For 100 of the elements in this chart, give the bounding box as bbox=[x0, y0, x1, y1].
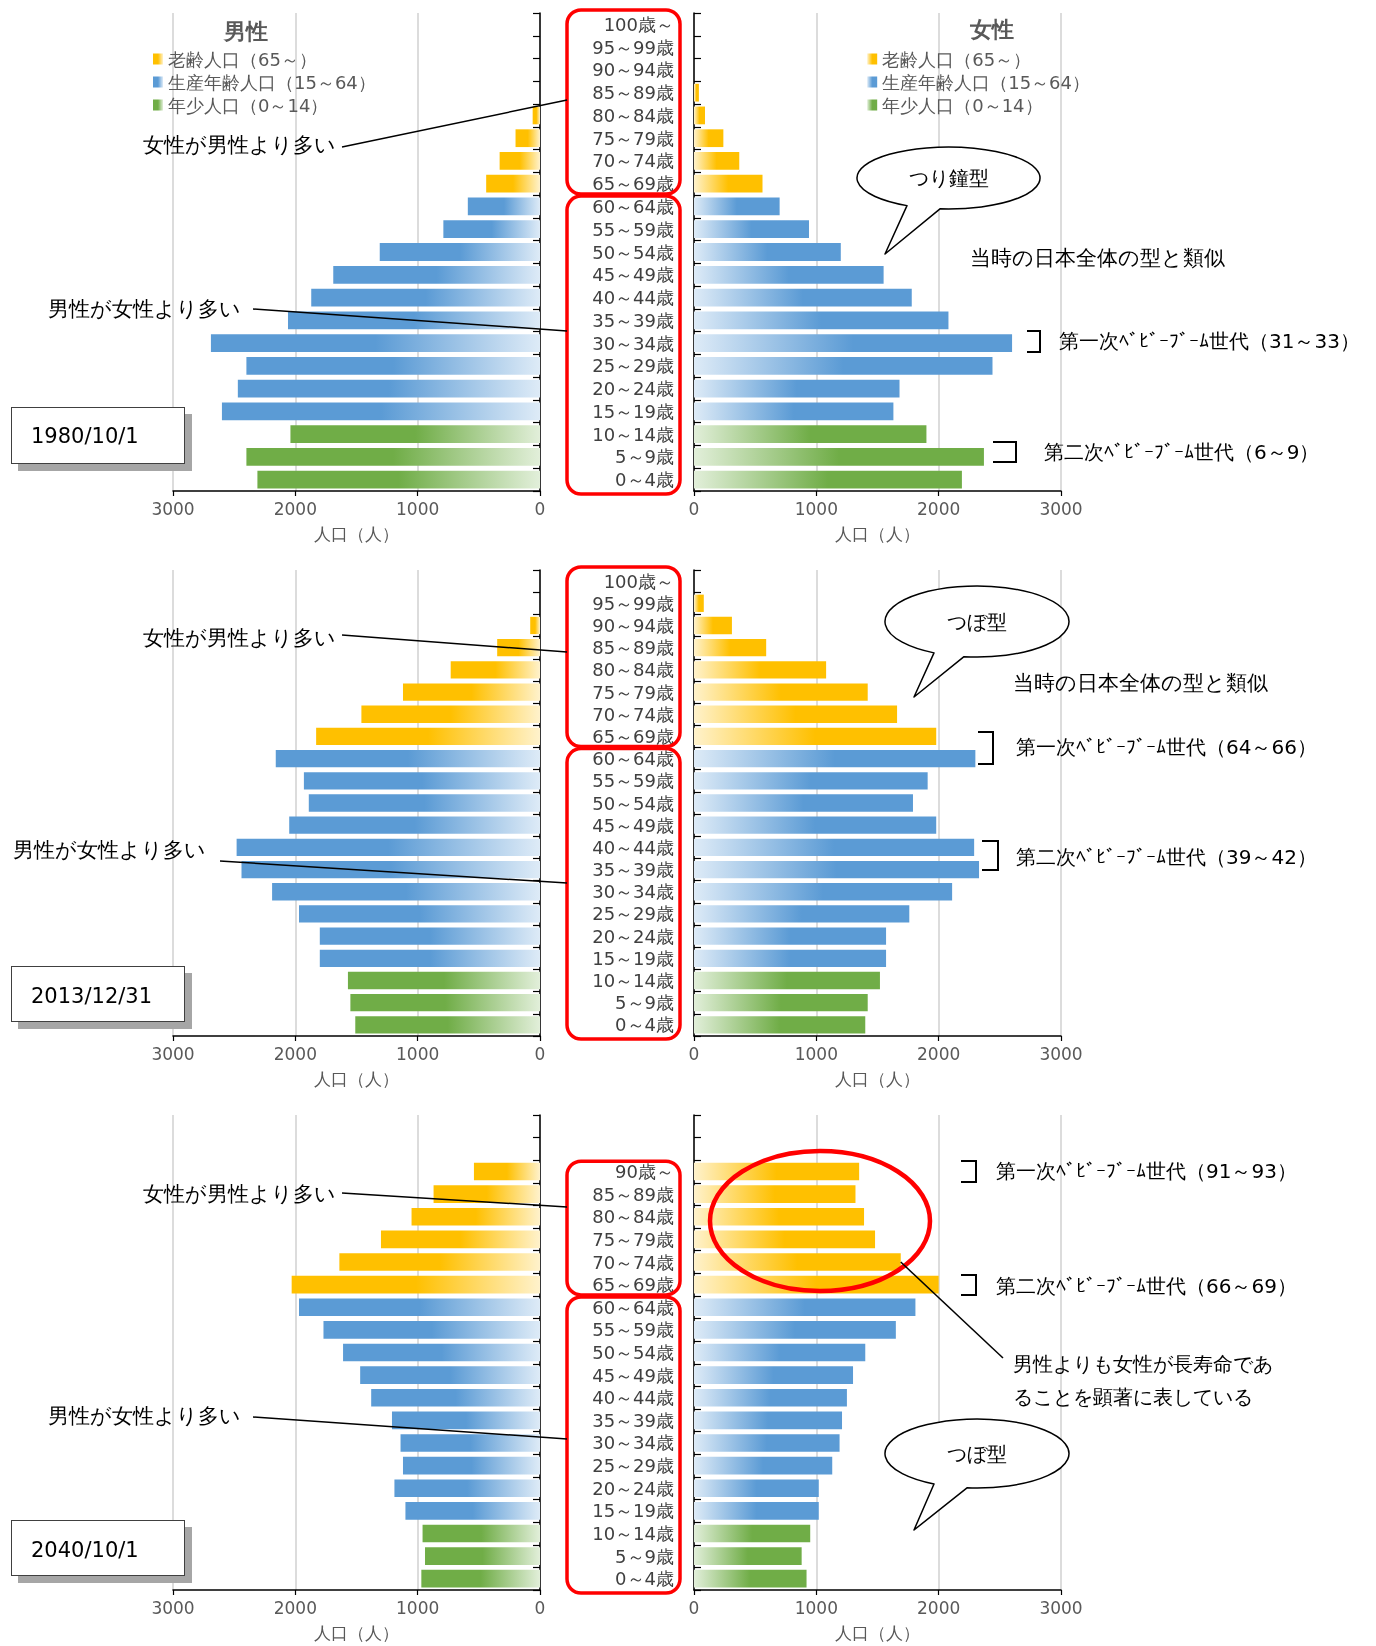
bar bbox=[323, 1321, 540, 1339]
bar bbox=[694, 402, 894, 421]
x-tick-label: 1000 bbox=[396, 498, 440, 519]
annotation: 第二次ﾍﾞﾋﾞｰﾌﾞｰﾑ世代（39～42） bbox=[1016, 845, 1317, 869]
bar bbox=[241, 860, 540, 879]
y-tick-label: 20～24歳 bbox=[592, 378, 674, 400]
bar bbox=[694, 197, 780, 216]
y-tick-label: 0～4歳 bbox=[615, 469, 674, 491]
bar bbox=[400, 1434, 540, 1452]
bar bbox=[694, 927, 887, 945]
y-tick-label: 5～9歳 bbox=[615, 446, 674, 468]
bar bbox=[402, 683, 540, 701]
y-tick-label: 25～29歳 bbox=[592, 903, 674, 925]
bar bbox=[486, 174, 540, 193]
bar bbox=[694, 447, 984, 466]
x-tick-label: 1000 bbox=[794, 498, 838, 519]
bar bbox=[694, 1388, 847, 1407]
y-tick-label: 100歳～ bbox=[603, 13, 674, 35]
bar bbox=[473, 1162, 540, 1181]
bar bbox=[379, 243, 540, 261]
annotation: 第一次ﾍﾞﾋﾞｰﾌﾞｰﾑ世代（91～93） bbox=[996, 1159, 1297, 1183]
bar bbox=[499, 152, 540, 170]
bar bbox=[694, 1434, 840, 1452]
bar bbox=[694, 265, 884, 284]
bar bbox=[694, 1321, 896, 1339]
y-tick-label: 85～89歳 bbox=[592, 1183, 674, 1205]
bar bbox=[694, 683, 868, 701]
bar bbox=[319, 949, 540, 967]
y-tick-label: 60～64歳 bbox=[592, 748, 674, 770]
x-tick-label: 2000 bbox=[917, 498, 961, 519]
x-axis-title: 人口（人） bbox=[314, 523, 399, 544]
y-tick-label: 75～79歳 bbox=[592, 127, 674, 149]
bar bbox=[308, 794, 540, 812]
annotation: 女性が男性より多い bbox=[143, 626, 336, 650]
y-tick-label: 50～54歳 bbox=[592, 241, 674, 263]
bar bbox=[515, 129, 540, 148]
y-tick-label: 65～69歳 bbox=[592, 1274, 674, 1296]
legend-label: 生産年齢人口（15～64） bbox=[168, 71, 376, 93]
annotation: 当時の日本全体の型と類似 bbox=[970, 246, 1225, 270]
annotation: 第一次ﾍﾞﾋﾞｰﾌﾞｰﾑ世代（31～33） bbox=[1059, 329, 1360, 353]
bar bbox=[303, 772, 540, 790]
bar bbox=[391, 1411, 540, 1430]
x-tick-label: 0 bbox=[534, 498, 546, 519]
bar bbox=[694, 1230, 876, 1249]
y-tick-label: 45～49歳 bbox=[592, 814, 674, 836]
y-tick-label: 85～89歳 bbox=[592, 637, 674, 659]
bar bbox=[380, 1230, 540, 1249]
y-tick-label: 10～14歳 bbox=[592, 1522, 674, 1544]
x-tick-label: 1000 bbox=[794, 1597, 838, 1618]
bar bbox=[694, 639, 767, 657]
bar bbox=[450, 661, 540, 679]
bar bbox=[694, 1547, 802, 1565]
y-tick-label: 35～39歳 bbox=[592, 1409, 674, 1431]
y-tick-label: 30～34歳 bbox=[592, 881, 674, 903]
y-tick-label: 30～34歳 bbox=[592, 1432, 674, 1454]
bar bbox=[694, 1569, 807, 1588]
bar bbox=[694, 356, 993, 375]
bar bbox=[694, 616, 732, 635]
y-tick-label: 25～29歳 bbox=[592, 355, 674, 377]
y-tick-label: 80～84歳 bbox=[592, 659, 674, 681]
bar bbox=[694, 334, 1013, 352]
bar bbox=[694, 661, 827, 679]
annotation: つぼ型 bbox=[947, 609, 1007, 634]
y-tick-label: 55～59歳 bbox=[592, 218, 674, 240]
bar bbox=[694, 1502, 819, 1520]
annotation: 女性が男性より多い bbox=[143, 133, 336, 157]
bar bbox=[694, 129, 724, 148]
y-tick-label: 65～69歳 bbox=[592, 173, 674, 195]
x-tick-label: 0 bbox=[534, 1043, 546, 1064]
x-tick-label: 3000 bbox=[1039, 1043, 1083, 1064]
bar bbox=[694, 311, 949, 330]
bar bbox=[694, 1411, 843, 1430]
bar bbox=[694, 705, 898, 723]
x-tick-label: 2000 bbox=[273, 1043, 317, 1064]
bar bbox=[694, 860, 980, 879]
annotation: 男性が女性より多い bbox=[48, 1404, 241, 1428]
annotation: 男性が女性より多い bbox=[13, 838, 206, 862]
bar bbox=[694, 794, 913, 812]
legend-label: 年少人口（0～14） bbox=[168, 94, 329, 116]
bar bbox=[694, 220, 809, 239]
y-tick-label: 60～64歳 bbox=[592, 195, 674, 217]
y-tick-label: 0～4歳 bbox=[615, 1568, 674, 1590]
bar bbox=[694, 174, 763, 193]
y-tick-label: 45～49歳 bbox=[592, 1364, 674, 1386]
text: 2040/10/1 bbox=[31, 1538, 139, 1562]
bar bbox=[237, 379, 540, 398]
y-tick-label: 15～19歳 bbox=[592, 400, 674, 422]
y-tick-label: 85～89歳 bbox=[592, 82, 674, 104]
y-tick-label: 100歳～ bbox=[603, 570, 674, 592]
y-tick-label: 10～14歳 bbox=[592, 970, 674, 992]
annotation: 当時の日本全体の型と類似 bbox=[1013, 671, 1268, 695]
bar bbox=[694, 727, 937, 746]
y-tick-label: 5～9歳 bbox=[615, 1545, 674, 1567]
x-tick-label: 0 bbox=[688, 1597, 700, 1618]
y-tick-label: 20～24歳 bbox=[592, 1477, 674, 1499]
y-tick-label: 15～19歳 bbox=[592, 947, 674, 969]
y-tick-label: 25～29歳 bbox=[592, 1455, 674, 1477]
bar bbox=[532, 106, 540, 125]
y-tick-label: 30～34歳 bbox=[592, 332, 674, 354]
y-tick-label: 5～9歳 bbox=[615, 992, 674, 1014]
